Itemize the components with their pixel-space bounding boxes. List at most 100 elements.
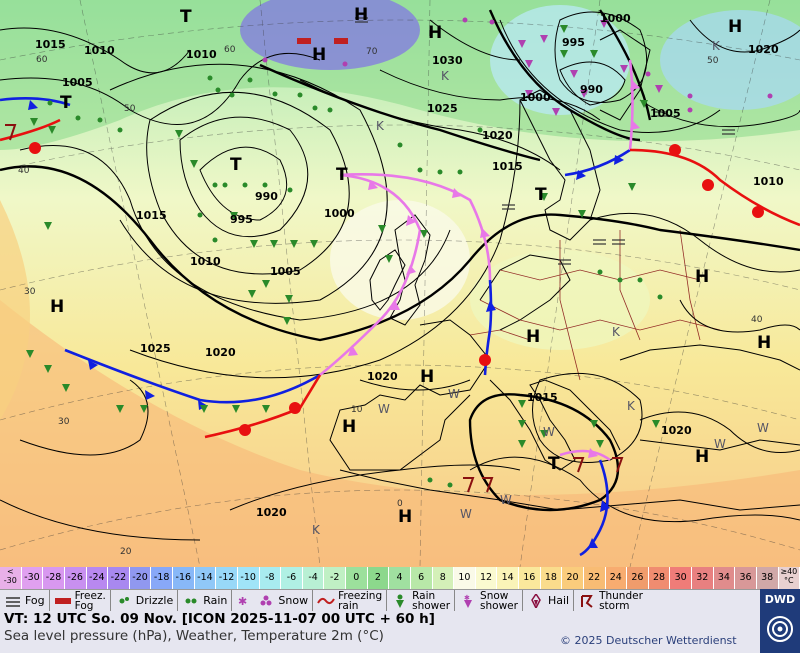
scale-cell: 24 xyxy=(605,567,628,589)
cold-marker: K xyxy=(612,325,621,339)
isotherm-label: 40 xyxy=(18,166,30,176)
temperature-labels: 60 50 40 30 20 70 60 50 40 30 10 0 xyxy=(18,45,763,557)
scale-cell: < -30 xyxy=(0,567,22,589)
scale-cell: 4 xyxy=(389,567,411,589)
freezing-fog-icon xyxy=(54,593,72,609)
rain-symbols xyxy=(47,75,663,488)
isotherm-label: 20 xyxy=(120,547,132,557)
isobar-label: 1005 xyxy=(62,76,93,89)
legend-fog-label: Fog xyxy=(25,594,45,607)
svg-text:✱: ✱ xyxy=(238,595,247,607)
warm-marker: W xyxy=(500,493,512,507)
high-center: H xyxy=(695,267,709,287)
low-center: T xyxy=(180,7,192,27)
isotherm-label: 50 xyxy=(124,104,136,114)
isotherm-label: 40 xyxy=(751,315,763,325)
high-center: H xyxy=(695,447,709,467)
high-center: H xyxy=(420,367,434,387)
warm-marker: W xyxy=(448,387,460,401)
occluded-front-baltic xyxy=(628,59,634,151)
isobar-label: 1025 xyxy=(427,102,458,115)
scale-cell: 34 xyxy=(713,567,736,589)
isobar-label: 995 xyxy=(562,36,585,49)
legend-rain-shower: Rain shower xyxy=(387,590,456,612)
scale-cell: -22 xyxy=(108,567,130,589)
isobar-label: 995 xyxy=(230,213,253,226)
isobar-label: 1020 xyxy=(367,370,398,383)
scale-cell: 22 xyxy=(583,567,606,589)
cold-front-atlantic xyxy=(64,348,321,404)
cold-marker: K xyxy=(712,39,721,53)
thunderstorm-symbols xyxy=(5,124,624,493)
legend-freezing-fog: Freez. Fog xyxy=(50,590,111,612)
freezing-fog-symbols xyxy=(297,38,348,44)
dwd-swirl-icon xyxy=(767,616,793,642)
scale-cell: 18 xyxy=(540,567,563,589)
scale-cell: -6 xyxy=(281,567,303,589)
scale-cell: -26 xyxy=(64,567,87,589)
legend-hail-label: Hail xyxy=(547,594,570,607)
scale-cell: 6 xyxy=(410,567,433,589)
scale-cell: -12 xyxy=(216,567,238,589)
isobar-label: 1015 xyxy=(136,209,167,222)
scale-cell: 32 xyxy=(692,567,714,589)
dwd-logo-text: DWD xyxy=(764,593,796,606)
scale-cell: 0 xyxy=(346,567,368,589)
cold-marker: K xyxy=(376,119,385,133)
isotherm-label: 30 xyxy=(58,417,70,427)
isobars-bold xyxy=(0,9,800,512)
scale-cell: 30 xyxy=(670,567,692,589)
weather-legend: Fog Freez. Fog Drizzle Rain ✱ Snow Freez… xyxy=(0,589,760,612)
isotherm-label: 0 xyxy=(397,499,403,509)
isobar-label: 1020 xyxy=(256,506,287,519)
isobar-label: 1020 xyxy=(482,129,513,142)
scale-cell: 20 xyxy=(562,567,584,589)
scale-cell: 38 xyxy=(756,567,779,589)
scale-cell: 28 xyxy=(648,567,671,589)
warm-marker: W xyxy=(757,421,769,435)
scale-cell: 12 xyxy=(475,567,498,589)
isotherm-label: 30 xyxy=(24,287,36,297)
snow-heavy-icon xyxy=(257,593,275,609)
low-center: T xyxy=(336,165,348,185)
legend-snow-shower: ✱ Snow shower xyxy=(455,590,523,612)
isobar-label: 1005 xyxy=(650,107,681,120)
legend-snow-label: Snow xyxy=(278,594,309,607)
scale-cell: -24 xyxy=(86,567,109,589)
scale-cell: 10 xyxy=(454,567,476,589)
isobar-label: 1015 xyxy=(527,391,558,404)
cold-pool-east xyxy=(660,10,800,110)
legend-snow-shower-label: Snow shower xyxy=(480,590,518,612)
warm-marker: W xyxy=(543,425,555,439)
legend-thunderstorm: Thunder storm xyxy=(574,590,647,612)
scale-cell: -28 xyxy=(43,567,65,589)
temperature-scale: < -30 -30 -28 -26 -24 -22 -20 -18 -16 -14 -12 -10 -8… xyxy=(0,567,800,589)
scale-cell: -10 xyxy=(237,567,260,589)
legend-snow: ✱ Snow xyxy=(232,590,314,612)
snow-shower-icon: ✱ xyxy=(459,593,477,609)
scale-cell: 26 xyxy=(627,567,649,589)
warm-zone-west xyxy=(0,200,30,420)
warm-front-northwest xyxy=(0,118,61,142)
map-footer: VT: 12 UTC So. 09 Nov. [ICON 2025-11-07 … xyxy=(0,611,760,653)
scale-cell: -14 xyxy=(194,567,217,589)
isobar-label: 1010 xyxy=(753,175,784,188)
isobar-label: 1010 xyxy=(190,255,221,268)
scale-cell: -8 xyxy=(259,567,282,589)
freezing-rain-icon xyxy=(317,593,335,609)
scale-cell: -4 xyxy=(302,567,325,589)
k-markers: K K K K K K xyxy=(312,39,721,537)
scale-cell: 14 xyxy=(497,567,519,589)
legend-rain-shower-label: Rain shower xyxy=(412,590,451,612)
legend-rain: Rain xyxy=(178,590,233,612)
warm-marker: W xyxy=(714,437,726,451)
low-center: T xyxy=(548,454,560,474)
high-center: H xyxy=(728,17,742,37)
scale-cell: 16 xyxy=(519,567,541,589)
high-center: H xyxy=(312,45,326,65)
isobars xyxy=(0,11,800,541)
pressure-center-letters: T H H T T T H H H H H H H H T H T H xyxy=(50,5,771,527)
legend-thunderstorm-label: Thunder storm xyxy=(599,590,643,612)
isotherm-label: 10 xyxy=(351,405,363,415)
isotherm-label: 50 xyxy=(707,56,719,66)
